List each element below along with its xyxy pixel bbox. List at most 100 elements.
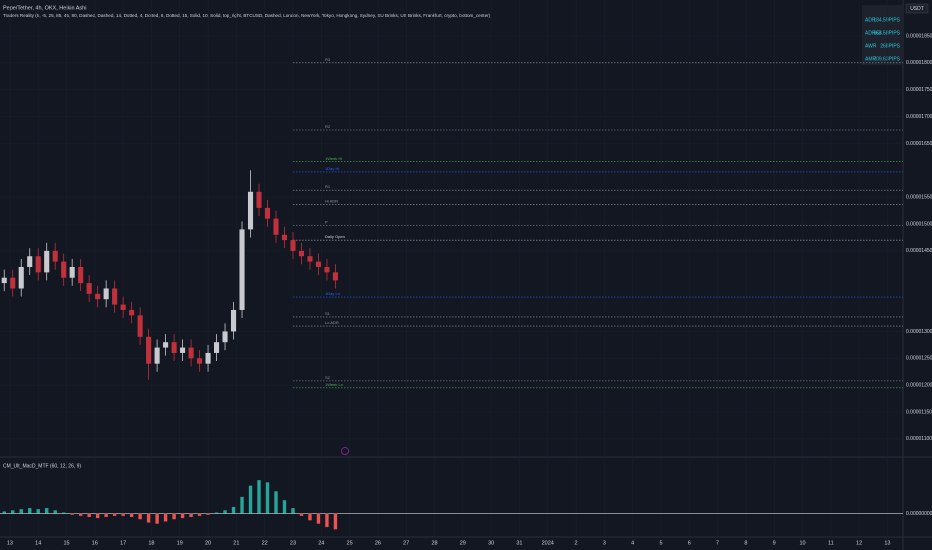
time-tick-label: 9 xyxy=(773,540,776,546)
candle-body xyxy=(315,261,322,267)
macd-tick-label: 0.00000000 xyxy=(906,511,932,517)
time-tick-label: 17 xyxy=(120,540,126,546)
price-tick-label: 0.00001250 xyxy=(906,356,932,362)
macd-bar xyxy=(36,509,40,514)
time-tick-label: 23 xyxy=(290,540,296,546)
time-tick-label: 13 xyxy=(7,540,13,546)
candle-body xyxy=(86,283,92,294)
time-tick-label: 16 xyxy=(92,540,98,546)
macd-bar xyxy=(325,513,329,528)
time-tick-label: 3 xyxy=(603,540,606,546)
candle-body xyxy=(239,229,245,310)
price-tick-label: 0.00001650 xyxy=(906,141,932,147)
candle-body xyxy=(205,352,211,364)
macd-bar xyxy=(333,513,338,530)
time-tick-label: 25 xyxy=(347,540,353,546)
candle-body xyxy=(214,342,220,353)
candle-body xyxy=(1,277,7,284)
level-label: R1 xyxy=(325,184,331,189)
stat-value: 553.58PIPS xyxy=(873,30,900,36)
price-tick-label: 0.00001450 xyxy=(906,248,932,254)
macd-title: CM_Ult_MacD_MTF (60, 12, 26, 9) xyxy=(3,463,81,469)
candle-body xyxy=(44,250,50,273)
macd-bar xyxy=(155,513,159,524)
level-label: R2 xyxy=(325,124,331,129)
candle-body xyxy=(180,347,186,353)
candle-body xyxy=(222,331,228,343)
price-tick-label: 0.00001750 xyxy=(906,87,932,93)
candle-body xyxy=(281,234,288,241)
stat-value: 709.63PIPS xyxy=(873,56,900,62)
macd-bar xyxy=(206,513,210,515)
macd-bar xyxy=(53,510,57,514)
macd-bar xyxy=(61,512,66,514)
event-marker[interactable] xyxy=(341,447,349,455)
candle-body xyxy=(154,347,160,364)
candle-body xyxy=(247,191,254,230)
macd-bar xyxy=(240,496,244,514)
time-tick-label: 13 xyxy=(884,540,890,546)
macd-bar xyxy=(70,513,74,515)
time-tick-label: 19 xyxy=(177,540,183,546)
candle-body xyxy=(256,191,262,208)
macd-bar xyxy=(257,480,261,514)
time-tick-label: 5 xyxy=(659,540,662,546)
candle-body xyxy=(188,347,194,359)
macd-bar xyxy=(129,513,134,517)
time-tick-label: 10 xyxy=(799,540,805,546)
macd-bar xyxy=(316,513,321,524)
stat-name: AMR xyxy=(865,56,877,62)
time-tick-label: 24 xyxy=(318,540,324,546)
time-tick-label: 15 xyxy=(63,540,69,546)
time-tick-label: 2 xyxy=(575,540,578,546)
macd-bar xyxy=(180,513,185,519)
candle-body xyxy=(197,358,203,364)
macd-bar xyxy=(11,510,15,514)
candle-body xyxy=(146,336,152,364)
time-tick-label: 7 xyxy=(716,540,719,546)
candle-body xyxy=(27,256,33,267)
level-label: P xyxy=(325,220,328,225)
macd-bar xyxy=(87,513,91,517)
candle-body xyxy=(95,293,101,300)
time-tick-label: 11 xyxy=(828,540,834,546)
currency: USDT xyxy=(910,6,924,12)
macd-bar xyxy=(112,513,117,516)
level-label: R3 xyxy=(325,57,331,62)
time-tick-label: 12 xyxy=(856,540,862,546)
candle-body xyxy=(298,250,305,257)
macd-bar xyxy=(308,513,312,521)
price-tick-label: 0.00001850 xyxy=(906,33,932,39)
time-tick-label: 18 xyxy=(148,540,154,546)
candle-body xyxy=(120,304,126,310)
macd-bar xyxy=(28,508,32,514)
macd-bar xyxy=(274,491,278,514)
macd-bar xyxy=(248,485,253,514)
level-label: 1Week Hi xyxy=(325,156,342,161)
time-tick-label: 31 xyxy=(516,540,522,546)
candle-body xyxy=(78,266,84,284)
macd-bar xyxy=(197,513,202,516)
candle-body xyxy=(18,266,24,289)
stat-name: ADR xyxy=(865,17,876,23)
macd-bar xyxy=(146,513,151,523)
level-label: S1 xyxy=(325,311,331,316)
candle-body xyxy=(332,272,338,281)
price-tick-label: 0.00001700 xyxy=(906,114,932,120)
candle-body xyxy=(112,288,118,305)
symbol-title: Pepe/Tether, 4h, OKX, Heikin Ashi xyxy=(3,5,86,11)
level-label: Lo ADR xyxy=(325,320,339,325)
stat-value: 268PIPS xyxy=(880,43,900,49)
candle-body xyxy=(264,207,271,219)
currency-button[interactable] xyxy=(905,3,929,14)
level-label: Daily Open xyxy=(325,234,345,239)
candle-body xyxy=(52,250,58,262)
time-tick-label: 26 xyxy=(375,540,381,546)
level-label: Hi ADR xyxy=(325,199,338,204)
price-tick-label: 0.00001150 xyxy=(906,409,932,415)
stat-value: 184.59PIPS xyxy=(873,17,900,23)
time-tick-label: 14 xyxy=(35,540,41,546)
stats-table xyxy=(862,5,902,65)
price-tick-label: 0.00001550 xyxy=(906,194,932,200)
